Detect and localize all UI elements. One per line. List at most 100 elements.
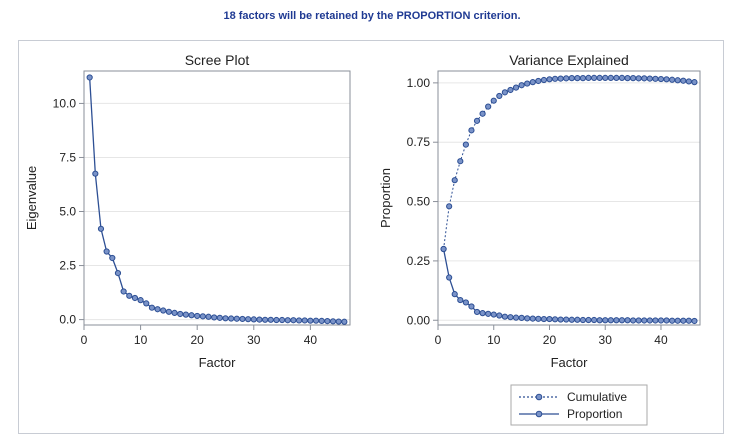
variance-proportion-point xyxy=(691,317,698,325)
variance-cumulative-point xyxy=(468,127,475,134)
scree-eigenvalue-point xyxy=(143,300,150,307)
variance-proportion-point xyxy=(574,316,581,323)
variance-legend: Cumulative Proportion xyxy=(510,384,648,426)
scree-eigenvalue-point xyxy=(267,316,274,323)
scree-eigenvalue-point xyxy=(131,294,139,302)
variance-proportion-point xyxy=(657,317,665,324)
scree-eigenvalue-point xyxy=(120,288,127,295)
legend-label-cumulative: Cumulative xyxy=(567,390,627,404)
scree-eigenvalue-point xyxy=(335,318,342,325)
variance-proportion-line xyxy=(442,248,695,322)
variance-proportion-point xyxy=(451,291,458,298)
scree-eigenvalue-point xyxy=(216,314,223,321)
variance-proportion-point xyxy=(535,315,542,322)
scree-eigenvalue-point xyxy=(97,225,105,232)
scree-eigenvalue-point xyxy=(307,317,314,324)
scree-eigenvalue-point xyxy=(86,74,93,81)
variance-y-tick-label: 0.00 xyxy=(407,313,431,327)
variance-proportion-point xyxy=(529,315,536,322)
legend-marker-proportion xyxy=(535,410,543,418)
variance-cumulative-point xyxy=(507,86,514,94)
scree-eigenvalue-point xyxy=(256,316,263,323)
variance-cumulative-point xyxy=(546,76,553,83)
variance-cumulative-point xyxy=(641,75,648,82)
variance-proportion-point xyxy=(641,317,648,324)
scree-eigenvalue-point xyxy=(222,315,229,322)
variance-cumulative-point xyxy=(674,77,681,84)
variance-proportion-point xyxy=(669,317,676,324)
variance-cumulative-point xyxy=(462,141,469,148)
variance-cumulative-point xyxy=(657,75,665,83)
scree-eigenvalue-point xyxy=(103,248,110,255)
variance-cumulative-line xyxy=(443,77,695,250)
variance-cumulative-point xyxy=(535,77,542,85)
variance-cumulative-point xyxy=(518,82,525,89)
scree-eigenvalue-point xyxy=(205,313,212,320)
variance-proportion-point xyxy=(501,313,508,320)
variance-proportion-point xyxy=(630,317,637,324)
scree-plot-area xyxy=(83,70,351,326)
variance-cumulative-point xyxy=(579,75,587,82)
variance-proportion-point xyxy=(685,317,692,324)
variance-cumulative-point xyxy=(691,79,698,86)
variance-title: Variance Explained xyxy=(509,52,629,68)
variance-proportion-point xyxy=(546,315,553,323)
variance-proportion-point xyxy=(473,308,481,316)
variance-cumulative-point xyxy=(479,110,486,117)
scree-eigenvalue-point xyxy=(341,318,348,325)
variance-proportion-point xyxy=(613,317,620,324)
variance-proportion-point xyxy=(557,316,564,323)
variance-proportion-point xyxy=(485,310,492,317)
scree-eigenvalue-point xyxy=(148,304,156,311)
scree-eigenvalue-point xyxy=(165,308,172,315)
variance-y-tick-label: 0.25 xyxy=(407,254,431,268)
scree-y-tick-label: 5.0 xyxy=(59,205,76,219)
variance-proportion-point xyxy=(440,245,447,253)
scree-eigenvalue-point xyxy=(295,317,303,324)
variance-proportion-point xyxy=(663,317,670,324)
scree-eigenvalue-point xyxy=(154,306,161,313)
scree-eigenvalue-point xyxy=(109,254,116,262)
scree-eigenvalue-point xyxy=(126,292,133,299)
charts-svg: Scree Plot 0 10 20 30 40 0.0 2.5 5.0 7.5 10.0 Facto… xyxy=(24,52,701,426)
scree-eigenvalue-point xyxy=(182,311,189,318)
scree-x-tick-label: 30 xyxy=(247,333,261,347)
variance-cumulative-point xyxy=(557,75,564,82)
variance-y-tick-label: 0.50 xyxy=(407,195,431,209)
scree-x-tick-label: 0 xyxy=(81,333,88,347)
variance-proportion-point xyxy=(462,299,469,306)
variance-proportion-point xyxy=(674,317,681,324)
scree-eigenvalue-point xyxy=(199,313,206,320)
scree-y-tick-label: 7.5 xyxy=(59,150,76,164)
variance-proportion-point xyxy=(624,317,631,324)
scree-eigenvalue-point xyxy=(171,309,178,316)
variance-cumulative-point xyxy=(607,74,614,81)
scree-eigenvalue-point xyxy=(177,310,184,318)
variance-x-tick-label: 10 xyxy=(487,333,501,347)
variance-y-axis-label: Proportion xyxy=(378,168,393,228)
variance-cumulative-point xyxy=(451,177,458,184)
variance-proportion-point xyxy=(652,317,659,324)
variance-proportion-point xyxy=(680,317,687,324)
variance-proportion-point xyxy=(635,317,642,324)
variance-cumulative-point xyxy=(446,203,453,210)
variance-cumulative-point xyxy=(663,76,670,83)
scree-eigenvalue-point xyxy=(262,316,269,323)
variance-cumulative-point xyxy=(457,158,464,165)
scree-eigenvalue-point xyxy=(239,315,246,323)
variance-proportion-point xyxy=(590,316,598,324)
scree-eigenvalue-point xyxy=(194,312,201,320)
variance-proportion-point xyxy=(618,317,626,324)
variance-x-tick-label: 0 xyxy=(435,333,442,347)
variance-proportion-point xyxy=(512,314,520,321)
variance-plot: Variance Explained 0 10 20 30 40 0.00 0.25 0.50 0… xyxy=(378,52,701,426)
variance-cumulative-point xyxy=(490,97,497,104)
scree-y-tick-label: 2.5 xyxy=(59,259,76,273)
scree-x-axis-label: Factor xyxy=(199,355,237,370)
variance-cumulative-point xyxy=(635,75,642,82)
variance-cumulative-point xyxy=(574,75,581,82)
scree-eigenvalue-point xyxy=(211,314,218,321)
scree-x-tick-label: 20 xyxy=(191,333,205,347)
variance-cumulative-point xyxy=(613,74,620,81)
variance-plot-area xyxy=(437,70,701,326)
